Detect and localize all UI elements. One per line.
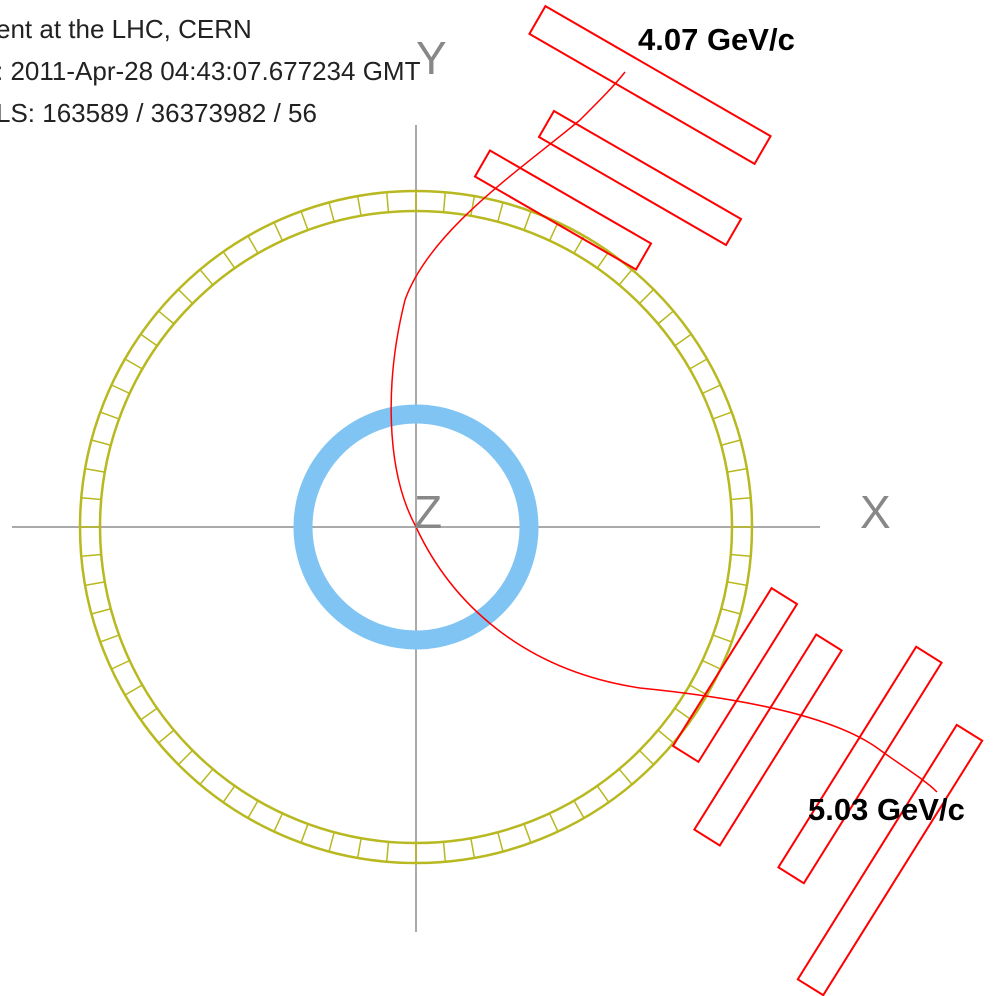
track-momentum: 4.07 GeV/c [638, 22, 795, 57]
tracker-ring [293, 404, 539, 650]
ring-segment [497, 832, 504, 852]
ring-segment [84, 467, 105, 473]
ring-segment [689, 684, 708, 696]
ring-segment [177, 749, 194, 766]
ring-segment [91, 439, 111, 446]
ring-segment [657, 729, 674, 744]
muon-chambers [473, 4, 984, 996]
y-axis-label: Y [416, 32, 447, 84]
z-axis-label: Z [414, 486, 442, 538]
ring-segment [657, 310, 674, 325]
ring-segment [273, 813, 284, 832]
ring-segment [273, 222, 284, 241]
muon-chamber [796, 723, 984, 996]
ring-segment [674, 707, 692, 721]
muon-track [415, 526, 938, 793]
ring-segment [111, 659, 130, 670]
ring-segment [247, 800, 259, 819]
ring-segment [442, 192, 447, 213]
ring-segment [84, 581, 105, 587]
ring-segment [328, 202, 335, 222]
ring-segment [596, 785, 610, 803]
ring-segment [91, 608, 111, 615]
x-axis-label: X [860, 486, 891, 538]
ring-segment [721, 439, 741, 446]
ring-segment [470, 838, 476, 859]
ring-segment [81, 553, 102, 558]
ring-segment [638, 749, 655, 766]
ring-segment [177, 288, 194, 305]
header-line: LS: 163589 / 36373982 / 56 [0, 98, 317, 128]
ring-segment [328, 832, 335, 852]
ring-segment [702, 384, 721, 395]
ring-segment [100, 411, 120, 420]
ring-segment [702, 659, 721, 670]
ring-segment [523, 823, 532, 843]
ring-segment [356, 195, 362, 216]
muon-track [390, 71, 626, 528]
ring-segment [721, 608, 741, 615]
ring-segment [222, 251, 236, 269]
ring-segment [618, 768, 633, 785]
ring-segment [727, 581, 748, 587]
ring-segment [573, 800, 585, 819]
muon-chamber [473, 149, 653, 271]
muon-chamber [537, 109, 743, 247]
ring-segment [548, 222, 559, 241]
ring-segment [140, 333, 158, 347]
track-momentum: 5.03 GeV/c [808, 792, 965, 827]
muon-chamber [671, 586, 799, 764]
ring-segment [674, 333, 692, 347]
ring-segment [140, 707, 158, 721]
header-line: : 2011-Apr-28 04:43:07.677234 GMT [0, 56, 421, 86]
ring-segment [385, 192, 390, 213]
ring-segment [124, 684, 143, 696]
muon-chamber [692, 633, 844, 847]
ring-segment [497, 202, 504, 222]
ring-segment [100, 634, 120, 643]
ring-segment [158, 310, 175, 325]
ring-segment [356, 838, 362, 859]
ring-segment [81, 496, 102, 501]
ring-segment [548, 813, 559, 832]
muon-chamber [777, 645, 943, 885]
ring-segment [712, 411, 732, 420]
ring-segment [470, 195, 476, 216]
ring-segment [111, 384, 130, 395]
ring-segment [199, 768, 214, 785]
ring-segment [638, 288, 655, 305]
muon-chamber [528, 4, 772, 166]
calorimeter-ring [78, 189, 754, 865]
ring-segment [442, 841, 447, 862]
ring-segment [618, 269, 633, 286]
ring-segment [523, 211, 532, 231]
ring-segment [199, 269, 214, 286]
ring-segment [385, 841, 390, 862]
ring-segment [596, 251, 610, 269]
header-line: ent at the LHC, CERN [0, 14, 252, 44]
ring-segment [124, 358, 143, 370]
ring-segment [730, 496, 751, 501]
ring-segment [689, 358, 708, 370]
ring-segment [300, 823, 309, 843]
ring-segment [300, 211, 309, 231]
ring-segment [730, 553, 751, 558]
ring-segment [712, 634, 732, 643]
ring-segment [222, 785, 236, 803]
ring-segment [158, 729, 175, 744]
ring-segment [727, 467, 748, 473]
ring-segment [247, 235, 259, 254]
